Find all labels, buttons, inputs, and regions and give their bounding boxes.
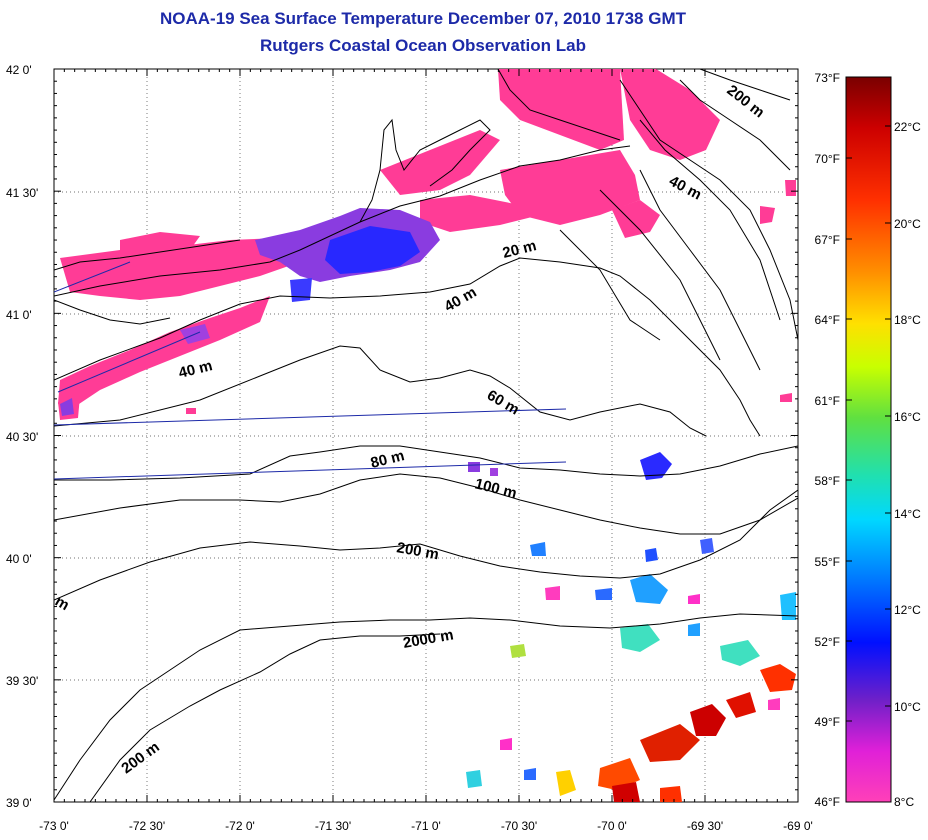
graticule — [54, 69, 798, 802]
fahrenheit-label: 67°F — [815, 233, 840, 247]
celsius-label: 10°C — [894, 700, 921, 714]
lon-label: -70 30' — [501, 819, 537, 833]
lat-label: 40 0' — [6, 552, 32, 566]
lon-label: -71 0' — [411, 819, 441, 833]
bathymetry-contours — [54, 69, 798, 802]
fahrenheit-label: 70°F — [815, 152, 840, 166]
fahrenheit-label: 55°F — [815, 555, 840, 569]
fahrenheit-labels: 73°F 70°F 67°F 64°F 61°F 58°F 55°F 52°F … — [815, 71, 840, 809]
frame-ticks — [53, 68, 799, 803]
fahrenheit-label: 61°F — [815, 394, 840, 408]
lon-label: -71 30' — [315, 819, 351, 833]
lon-label: -69 0' — [783, 819, 813, 833]
lat-label: 39 0' — [6, 796, 32, 810]
lon-label: -72 30' — [129, 819, 165, 833]
celsius-label: 22°C — [894, 120, 921, 134]
latitude-labels: 42 0' 41 30' 41 0' 40 30' 40 0' 39 30' 3… — [6, 63, 38, 810]
colorbar-scale — [845, 76, 892, 803]
fahrenheit-label: 49°F — [815, 715, 840, 729]
sst-offshore-patches — [466, 452, 796, 802]
fahrenheit-label: 64°F — [815, 313, 840, 327]
lat-label: 41 30' — [6, 186, 38, 200]
lon-label: -69 30' — [687, 819, 723, 833]
sst-inshore-cool — [60, 208, 498, 476]
map-title: NOAA-19 Sea Surface Temperature December… — [160, 9, 686, 28]
map-subtitle: Rutgers Coastal Ocean Observation Lab — [260, 36, 586, 55]
lon-label: -72 0' — [225, 819, 255, 833]
celsius-label: 8°C — [894, 795, 914, 809]
celsius-labels: 22°C 20°C 18°C 16°C 14°C 12°C 10°C 8°C — [894, 120, 921, 809]
fahrenheit-label: 52°F — [815, 635, 840, 649]
longitude-labels: -73 0' -72 30' -72 0' -71 30' -71 0' -70… — [39, 819, 813, 833]
lon-label: -73 0' — [39, 819, 69, 833]
lat-label: 41 0' — [6, 308, 32, 322]
celsius-label: 12°C — [894, 603, 921, 617]
fahrenheit-label: 73°F — [815, 71, 840, 85]
fahrenheit-label: 58°F — [815, 474, 840, 488]
celsius-label: 14°C — [894, 507, 921, 521]
lat-label: 39 30' — [6, 674, 38, 688]
fahrenheit-label: 46°F — [815, 795, 840, 809]
lat-label: 42 0' — [6, 63, 32, 77]
satellite-track-lines — [54, 261, 567, 480]
lon-label: -70 0' — [597, 819, 627, 833]
celsius-label: 20°C — [894, 217, 921, 231]
colorbar: 73°F 70°F 67°F 64°F 61°F 58°F 55°F 52°F … — [815, 71, 922, 809]
celsius-label: 18°C — [894, 313, 921, 327]
celsius-label: 16°C — [894, 410, 921, 424]
lat-label: 40 30' — [6, 430, 38, 444]
